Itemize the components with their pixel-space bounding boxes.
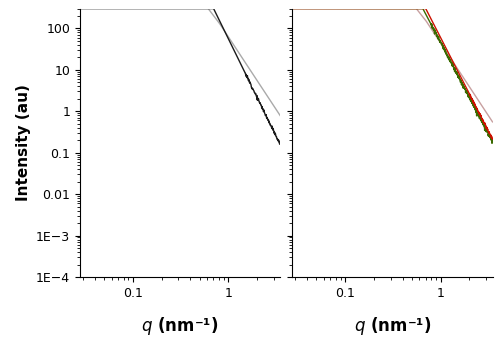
Text: $q$ (nm⁻¹): $q$ (nm⁻¹): [142, 315, 219, 337]
Y-axis label: Intensity (au): Intensity (au): [16, 84, 30, 201]
Text: $q$ (nm⁻¹): $q$ (nm⁻¹): [354, 315, 431, 337]
